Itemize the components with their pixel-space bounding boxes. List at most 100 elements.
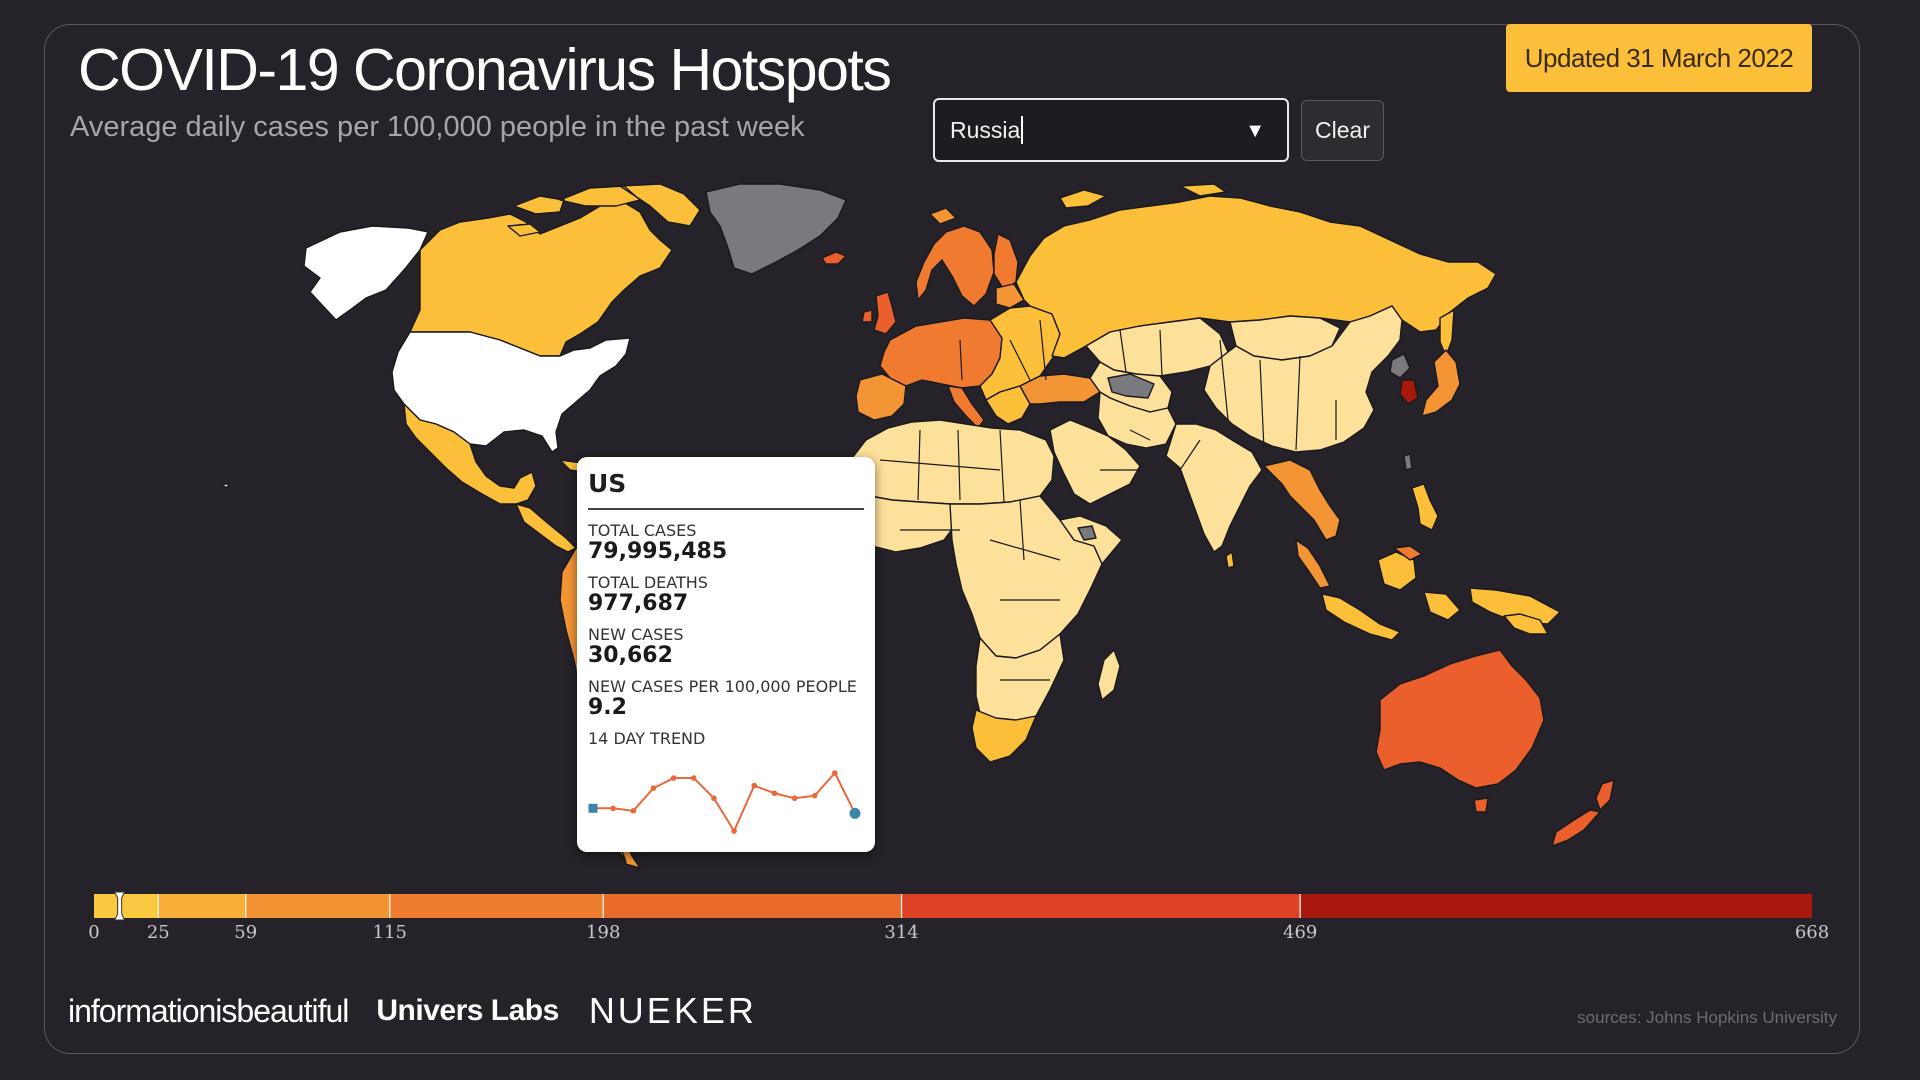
country-australia[interactable] [1375,649,1545,789]
country-china[interactable] [1203,305,1403,453]
trend-point [751,782,758,789]
main-panel [44,24,1860,1054]
hawaii-dot [223,483,229,488]
country-greenland[interactable] [705,183,847,275]
country-madagascar[interactable] [1097,649,1121,701]
country-alaska[interactable] [303,225,429,321]
stat-total-deaths: TOTAL DEATHS 977,687 [588,574,864,616]
clear-button[interactable]: Clear [1301,100,1384,161]
country-search-dropdown[interactable]: Russia ▼ [933,98,1289,162]
legend-band [389,894,604,918]
trend-point [771,790,778,796]
dropdown-arrow-icon[interactable]: ▼ [1245,120,1265,142]
legend-tick-label: 198 [586,922,621,943]
country-papua-new-guinea[interactable] [1503,613,1549,635]
logo-univers-labs[interactable]: Univers Labs [376,994,559,1027]
trend-point [731,828,737,834]
no-data-central-asia[interactable] [1107,373,1155,399]
country-norway-sweden[interactable] [915,225,995,307]
logo-nueker[interactable]: NUEKER [588,990,757,1031]
stat-new-cases: NEW CASES 30,662 [588,626,864,668]
legend-tick-label: 115 [372,922,407,943]
trend-point [650,785,657,791]
country-turkey[interactable] [1019,373,1101,405]
trend-end-marker [849,807,861,819]
country-indonesia[interactable] [1321,551,1561,641]
country-south-africa[interactable] [971,709,1037,763]
trend-start-marker [588,803,598,813]
legend-band [94,894,159,918]
country-new-zealand[interactable] [1551,779,1615,847]
russia-islands[interactable] [1059,183,1455,357]
country-search-value[interactable]: Russia [950,116,1021,143]
legend-band [901,894,1301,918]
trend-point [690,775,697,781]
trend-label: 14 DAY TREND [588,729,706,748]
stat-value: 9.2 [588,695,627,720]
color-scale-legend [94,891,1812,921]
country-uk[interactable] [861,291,897,335]
legend-band [158,894,246,918]
legend-tick-label: 59 [234,922,258,943]
stat-total-cases: TOTAL CASES 79,995,485 [588,522,864,564]
country-north-korea[interactable] [1389,353,1411,379]
legend-tick-label: 314 [884,922,919,943]
trend-point [630,808,637,814]
country-spain-portugal[interactable] [855,373,907,421]
canada-islands[interactable] [507,183,701,237]
legend-tick-label: 469 [1283,922,1318,943]
stat-label: NEW CASES PER 100,000 PEOPLE [588,677,857,696]
baltics[interactable] [995,283,1025,309]
country-south-korea[interactable] [1399,379,1419,405]
country-tasmania[interactable] [1473,797,1489,813]
legend-tick-label: 0 [88,922,100,943]
stat-value: 977,687 [588,591,689,616]
country-borders [879,319,1337,681]
country-sri-lanka[interactable] [1225,551,1235,569]
page-title: COVID-19 Coronavirus Hotspots [78,37,892,103]
updated-badge: Updated 31 March 2022 [1506,24,1812,92]
trend-point [670,775,677,781]
text-cursor [1021,116,1024,144]
no-data-east-africa[interactable] [1077,525,1097,541]
footer-logos: informationisbeautiful Univers Labs NUEK… [68,990,757,1032]
stat-label: NEW CASES [588,625,684,644]
stat-label: TOTAL CASES [588,521,697,540]
arabian-peninsula[interactable] [1049,419,1141,505]
stat-value: 30,662 [588,643,673,668]
southeast-asia-mainland[interactable] [1263,459,1341,541]
stat-label: TOTAL DEATHS [588,573,708,592]
page-subtitle: Average daily cases per 100,000 people i… [70,111,805,143]
country-malaysia-peninsula[interactable] [1295,539,1331,589]
country-iran-afghanistan[interactable] [1097,391,1177,449]
country-tooltip: US TOTAL CASES 79,995,485 TOTAL DEATHS 9… [577,457,875,852]
logo-informationisbeautiful[interactable]: informationisbeautiful [68,992,349,1029]
country-svalbard[interactable] [929,207,957,225]
country-mexico[interactable] [403,403,537,505]
balkans-greece[interactable] [985,385,1031,425]
central-africa[interactable] [949,495,1103,659]
tooltip-country-name: US [588,469,864,510]
legend-band [1300,894,1812,918]
southern-africa[interactable] [975,633,1065,739]
stat-new-cases-per-100k: NEW CASES PER 100,000 PEOPLE 9.2 [588,678,864,720]
country-somalia-ethiopia[interactable] [1059,515,1123,565]
trend-point [711,795,717,802]
legend-band [245,894,390,918]
legend-tick-label: 668 [1794,922,1830,943]
legend-tick-label: 25 [146,922,170,943]
country-japan[interactable] [1421,349,1461,417]
country-italy[interactable] [947,385,985,429]
country-philippines[interactable] [1411,483,1439,531]
sources-credit: sources: Johns Hopkins University [1577,1008,1837,1027]
trend-point [832,770,838,776]
trend-point [610,805,616,812]
trend-line [593,771,856,834]
trend-sparkline [588,770,861,834]
stat-value: 79,995,485 [588,539,728,564]
country-iceland[interactable] [821,251,847,265]
country-taiwan[interactable] [1403,453,1413,471]
legend-marker[interactable] [113,891,126,921]
country-borneo-malaysia[interactable] [1393,545,1423,561]
legend-band [603,894,902,918]
